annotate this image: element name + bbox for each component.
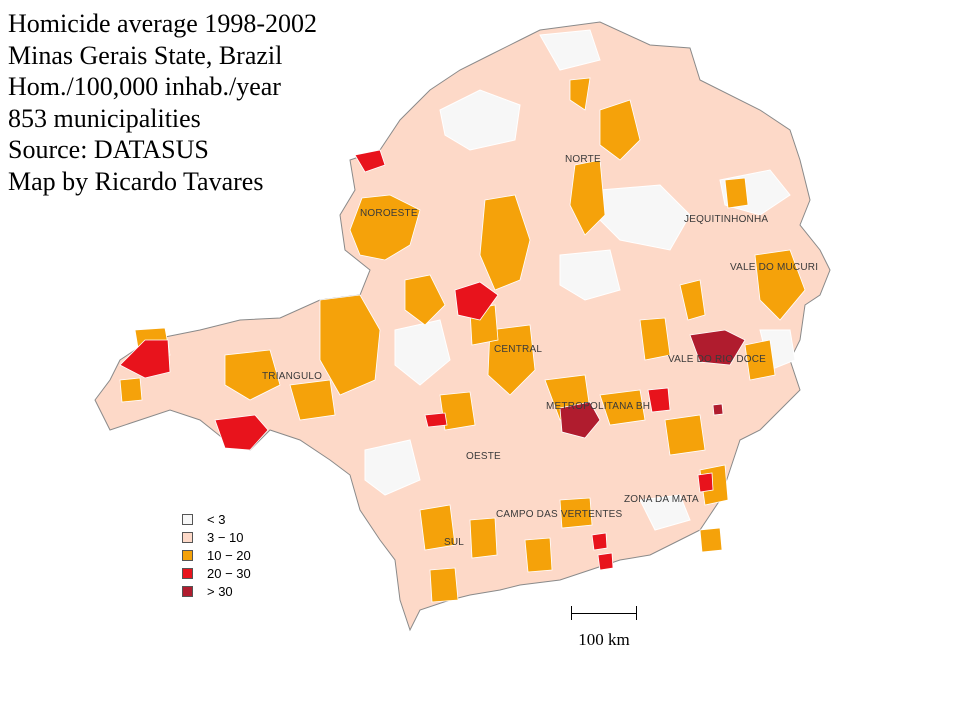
- area-norte-small: [569, 77, 591, 111]
- legend-swatch-10-20: [182, 549, 193, 561]
- area-triangulo-c: [289, 379, 336, 421]
- category-20-30-areas: [119, 149, 714, 571]
- area-rio-doce-a: [679, 279, 706, 321]
- region-label-campo-das-vertentes: CAMPO DAS VERTENTES: [496, 509, 623, 520]
- area-lt3-north-west: [439, 89, 521, 151]
- legend-item-gt30: > 30: [182, 582, 251, 600]
- map-legend: < 3 3 − 10 10 − 20 20 − 30 > 30: [182, 510, 251, 600]
- legend-item-3-10: 3 − 10: [182, 528, 251, 546]
- area-triangulo-a: [319, 294, 381, 396]
- area-rio-doce-c: [744, 339, 776, 381]
- area-red-triangulo-south: [214, 414, 269, 451]
- region-labels: NOROESTE NORTE JEQUITINHONHA VALE DO MUC…: [262, 154, 818, 548]
- legend-item-lt3: < 3: [182, 510, 251, 528]
- area-lt3-south-west: [364, 439, 421, 496]
- legend-item-10-20: 10 − 20: [182, 546, 251, 564]
- area-lt3-north-top: [539, 29, 601, 71]
- area-lt3-north-river: [559, 249, 621, 301]
- scale-line: [571, 613, 637, 614]
- title-line-1: Homicide average 1998-2002: [8, 9, 318, 38]
- legend-label-20-30: 20 − 30: [207, 565, 251, 581]
- area-lt3-mata: [639, 494, 691, 531]
- title-line-2: Minas Gerais State, Brazil: [8, 40, 283, 70]
- legend-item-20-30: 20 − 30: [182, 564, 251, 582]
- area-sul-c: [524, 537, 553, 573]
- region-label-oeste: OESTE: [466, 451, 501, 462]
- area-campo-a: [559, 497, 593, 529]
- title-line-3: Hom./100,000 inhab./year: [8, 72, 281, 101]
- area-sul-d: [429, 567, 459, 603]
- area-darkred-east-small: [712, 403, 724, 416]
- region-label-zona-da-mata: ZONA DA MATA: [624, 494, 699, 505]
- area-lt3-central-west: [394, 319, 451, 386]
- region-label-norte: NORTE: [565, 154, 601, 165]
- area-red-campo-b: [597, 552, 614, 571]
- area-darkred-rio-doce: [689, 329, 746, 366]
- legend-swatch-3-10: [182, 531, 193, 543]
- scale-label: 100 km: [578, 630, 630, 649]
- area-red-mata-a: [697, 472, 714, 493]
- region-label-noroeste: NOROESTE: [360, 208, 418, 219]
- area-sul-a: [419, 504, 456, 551]
- area-triangulo-b: [224, 349, 281, 401]
- scale-bar: 100 km: [568, 606, 640, 650]
- area-triangulo-e: [119, 377, 143, 403]
- area-red-noroeste-top: [354, 149, 386, 173]
- title-line-6: Map by Ricardo Tavares: [8, 166, 264, 196]
- legend-swatch-gt30: [182, 585, 193, 597]
- map-title-block: Homicide average 1998-2002 Minas Gerais …: [8, 8, 317, 197]
- area-noroeste-south: [404, 274, 446, 326]
- legend-label-gt30: > 30: [207, 583, 233, 599]
- scale-bar-graphic: [568, 606, 640, 620]
- legend-label-3-10: 3 − 10: [207, 529, 244, 545]
- area-norte-mid: [569, 159, 606, 236]
- area-sul-b: [469, 517, 498, 559]
- area-red-triangulo-west: [119, 339, 171, 379]
- legend-swatch-lt3: [182, 513, 193, 525]
- area-zmata-c: [699, 527, 723, 553]
- area-mata-a: [664, 414, 706, 456]
- region-label-metropolitana: METROPOLITANA BH: [546, 401, 650, 412]
- title-line-5: Source: DATASUS: [8, 135, 209, 164]
- title-line-4: 853 municipalities: [8, 103, 201, 133]
- region-label-jequitinhonha: JEQUITINHONHA: [684, 214, 768, 225]
- area-red-north-central: [454, 281, 499, 321]
- area-noroeste-big: [349, 194, 421, 261]
- area-red-metro-east: [647, 387, 671, 413]
- region-label-triangulo: TRIANGULO: [262, 371, 322, 382]
- area-norte-top: [599, 99, 641, 161]
- category-lt3-areas: [364, 29, 796, 531]
- region-label-vale-do-rio-doce: VALE DO RIO DOCE: [668, 354, 766, 365]
- legend-label-10-20: 10 − 20: [207, 547, 251, 563]
- area-red-campo-a: [591, 532, 608, 551]
- category-gt30-areas: [559, 329, 746, 439]
- area-central-a: [487, 324, 536, 396]
- state-outline: [94, 21, 831, 632]
- region-label-vale-do-mucuri: VALE DO MUCURI: [730, 262, 818, 273]
- area-red-oeste-small: [424, 412, 448, 428]
- area-rio-doce-b: [639, 317, 671, 361]
- region-label-sul: SUL: [444, 537, 464, 548]
- area-darkred-metro-bh: [559, 401, 601, 439]
- area-mucuri: [754, 249, 806, 321]
- area-norte-west: [479, 194, 531, 291]
- legend-swatch-20-30: [182, 567, 193, 579]
- scale-tick-right: [636, 606, 637, 620]
- region-label-central: CENTRAL: [494, 344, 542, 355]
- legend-label-lt3: < 3: [207, 511, 226, 527]
- area-metro-b: [599, 389, 646, 426]
- area-jequi-a: [724, 177, 749, 209]
